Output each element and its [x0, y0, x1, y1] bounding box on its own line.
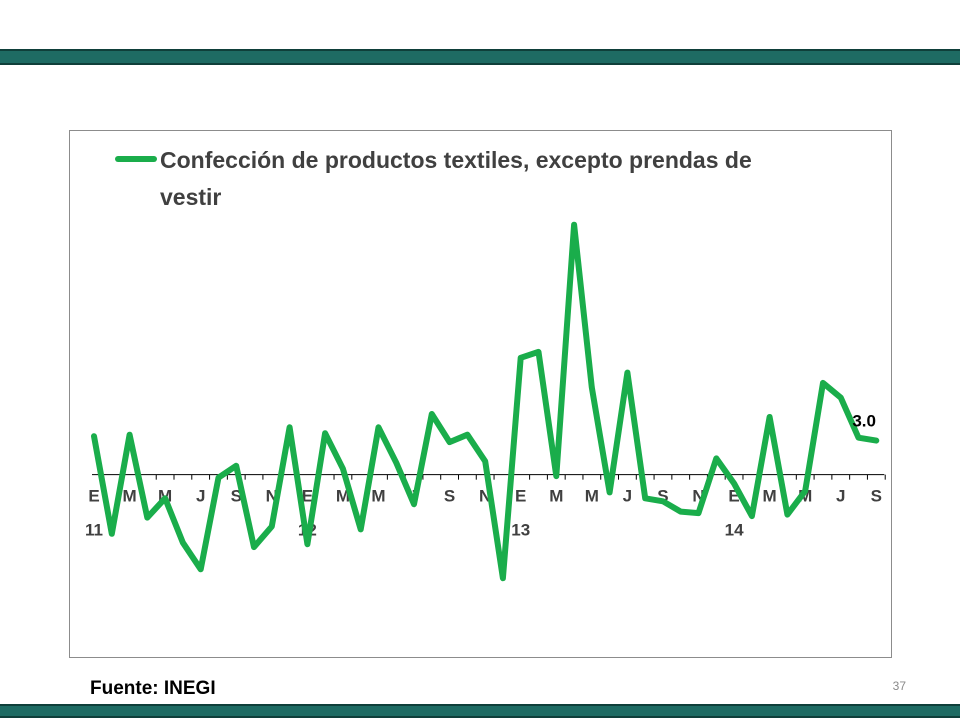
chart-frame: Confección de productos textiles, except… [69, 130, 892, 658]
data-point [252, 545, 256, 549]
series-line [91, 221, 880, 582]
data-point [785, 513, 789, 517]
x-tick-label: M [122, 487, 136, 506]
data-point [501, 576, 505, 580]
data-point [412, 502, 416, 506]
x-tick-label: J [623, 487, 632, 506]
x-tick-label: S [871, 487, 882, 506]
data-point [430, 412, 434, 416]
data-point [323, 431, 327, 435]
header-band [0, 49, 960, 65]
footer-band [0, 704, 960, 718]
data-point [448, 440, 452, 444]
data-point [181, 541, 185, 545]
x-tick-label: E [515, 487, 526, 506]
data-point [821, 381, 825, 385]
data-point [92, 434, 96, 438]
year-label: 13 [511, 521, 530, 540]
line-chart: Confección de productos textiles, except… [85, 147, 886, 582]
x-tick-label: M [371, 487, 385, 506]
data-point [483, 459, 487, 463]
data-point [643, 496, 647, 500]
data-point [697, 511, 701, 515]
data-point [803, 489, 807, 493]
x-tick-label: J [836, 487, 845, 506]
legend-label-line-1: Confección de productos textiles, except… [160, 147, 752, 173]
year-label: 11 [85, 521, 103, 540]
data-point [199, 567, 203, 571]
end-value-label: 3.0 [852, 412, 876, 431]
year-label: 14 [725, 521, 744, 540]
data-point [128, 433, 132, 437]
x-tick-label: S [444, 487, 455, 506]
data-point [661, 499, 665, 503]
x-tick-label: E [728, 487, 739, 506]
data-point [554, 474, 558, 478]
x-tick-label: E [302, 487, 313, 506]
data-point [163, 496, 167, 500]
data-point [679, 510, 683, 514]
source-note: Fuente: INEGI [90, 678, 216, 699]
legend: Confección de productos textiles, except… [115, 147, 752, 210]
data-point [625, 371, 629, 375]
x-tick-label: S [657, 487, 668, 506]
x-tick-label: J [196, 487, 205, 506]
data-point [519, 356, 523, 360]
data-point [608, 490, 612, 494]
slide-number: 37 [892, 679, 906, 693]
data-point [270, 524, 274, 528]
x-tick-label: M [585, 487, 599, 506]
data-point [359, 527, 363, 531]
data-point [394, 461, 398, 465]
data-point [714, 456, 718, 460]
x-tick-label: M [763, 487, 777, 506]
data-point [537, 350, 541, 354]
x-tick-label: E [88, 487, 99, 506]
data-point [572, 223, 576, 227]
legend-label-line-2: vestir [160, 184, 221, 210]
data-point [110, 532, 114, 536]
data-point [341, 467, 345, 471]
data-point [857, 436, 861, 440]
data-point [465, 433, 469, 437]
x-tick-label: S [231, 487, 242, 506]
data-point [145, 516, 149, 520]
data-point [839, 396, 843, 400]
data-point [288, 425, 292, 429]
data-point [216, 476, 220, 480]
data-point [768, 415, 772, 419]
x-tick-label: M [549, 487, 563, 506]
data-point [376, 425, 380, 429]
data-point [305, 542, 309, 546]
data-point [234, 464, 238, 468]
data-point [874, 439, 878, 443]
data-point [732, 482, 736, 486]
data-point [590, 385, 594, 389]
data-point [750, 514, 754, 518]
